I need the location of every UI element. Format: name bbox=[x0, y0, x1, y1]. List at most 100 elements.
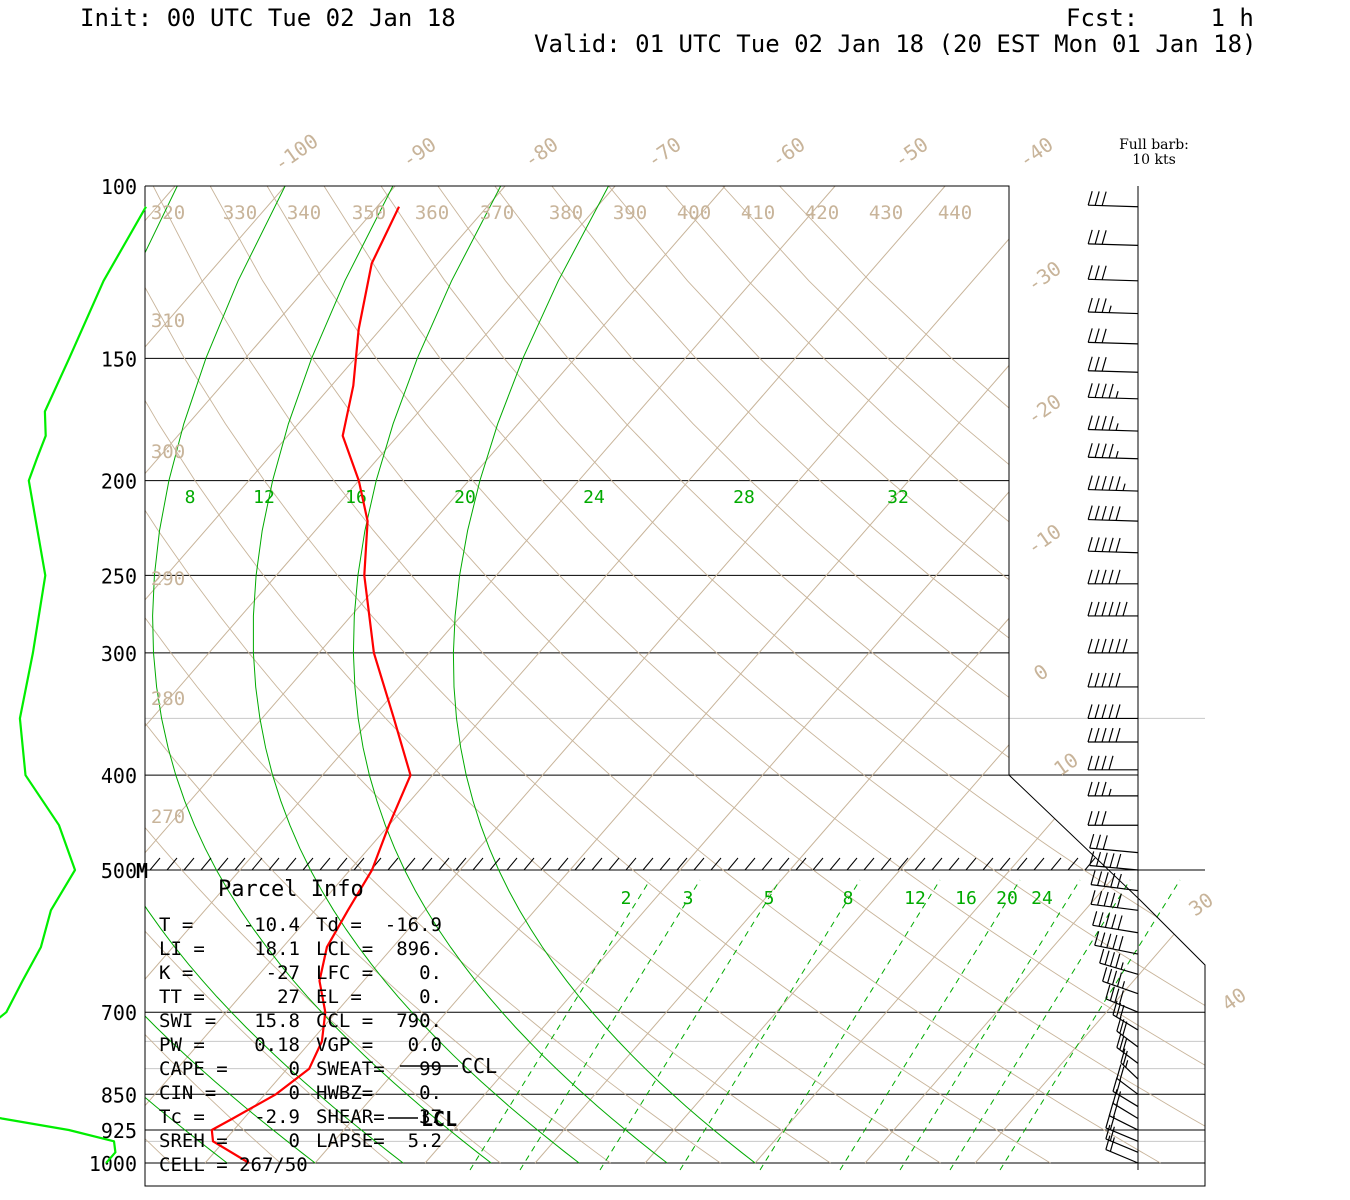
barb-flag bbox=[1087, 704, 1093, 719]
barb-flag bbox=[1101, 672, 1107, 688]
wind-barb bbox=[1090, 870, 1139, 892]
theta-label: 320 bbox=[151, 202, 185, 224]
barb-flag bbox=[1122, 1037, 1128, 1053]
barb-flag bbox=[1087, 672, 1093, 688]
barb-flag bbox=[1112, 934, 1118, 950]
mixing-ratio-label: 32 bbox=[887, 487, 909, 508]
hatch-mark bbox=[336, 857, 348, 871]
parcel-row-value: 5.2 bbox=[408, 1130, 442, 1152]
barb-shaft bbox=[1120, 1062, 1139, 1080]
barb-flag bbox=[1116, 853, 1122, 869]
parcel-row-value: 0. bbox=[419, 1082, 442, 1104]
wind-barb bbox=[1112, 1077, 1139, 1108]
barb-flag bbox=[1108, 704, 1114, 719]
barb-half bbox=[1120, 962, 1124, 970]
hatch-mark bbox=[608, 857, 620, 871]
parcel-row-label: SHEAR= bbox=[316, 1106, 385, 1128]
barb-flag bbox=[1104, 950, 1110, 965]
barb-flag bbox=[1115, 476, 1121, 491]
hatch-mark bbox=[863, 857, 875, 871]
isotherm-line bbox=[534, 186, 1205, 1164]
barb-flag bbox=[1101, 727, 1107, 743]
theta-label: 350 bbox=[352, 202, 386, 224]
valid-time: Valid: 01 UTC Tue 02 Jan 18 (20 EST Mon … bbox=[534, 30, 1257, 58]
isotherm-line bbox=[204, 186, 1056, 1164]
barb-flag bbox=[1116, 1064, 1122, 1079]
barb-flag bbox=[1101, 443, 1107, 458]
wind-barb bbox=[1087, 356, 1139, 373]
hatch-mark bbox=[574, 857, 586, 871]
parcel-row-label: EL = bbox=[316, 986, 362, 1008]
barb-shaft bbox=[1090, 884, 1139, 892]
mixing-ratio-label: 20 bbox=[996, 888, 1018, 909]
barb-shaft bbox=[1090, 903, 1139, 911]
hatch-mark bbox=[591, 857, 603, 871]
barb-flag bbox=[1099, 948, 1105, 964]
isotherm-line bbox=[145, 186, 726, 1164]
barb-legend-line2: 10 kts bbox=[1132, 152, 1176, 168]
barb-flag bbox=[1105, 1135, 1111, 1150]
barb-flag bbox=[1087, 781, 1093, 797]
wind-barb bbox=[1087, 505, 1139, 522]
isotherm-line bbox=[145, 186, 946, 1164]
hatch-mark bbox=[268, 857, 280, 871]
hatch-mark bbox=[404, 857, 416, 871]
wind-barb bbox=[1087, 328, 1139, 345]
barb-flag bbox=[1094, 601, 1100, 617]
barb-legend: Full barb: 10 kts bbox=[1096, 138, 1212, 168]
hatch-mark bbox=[319, 857, 331, 871]
moist-adiabat-line bbox=[145, 186, 404, 1164]
theta-label: 370 bbox=[480, 202, 514, 224]
barb-flag bbox=[1101, 638, 1107, 654]
barb-flag bbox=[1094, 755, 1100, 770]
barb-flag bbox=[1120, 1048, 1126, 1063]
barb-shaft bbox=[1116, 1030, 1139, 1048]
barb-flag bbox=[1108, 601, 1114, 617]
wind-barb bbox=[1087, 443, 1139, 460]
isotherm-line bbox=[145, 186, 286, 1164]
isotherm-label: -60 bbox=[766, 132, 809, 172]
barb-flag bbox=[1090, 890, 1096, 905]
barb-flag bbox=[1109, 1137, 1115, 1152]
pressure-label-150: 150 bbox=[101, 347, 137, 371]
isotherm-line bbox=[644, 186, 1205, 1164]
barb-shaft bbox=[1088, 204, 1139, 208]
barb-flag bbox=[1111, 914, 1117, 929]
isotherm-line bbox=[145, 186, 616, 1164]
theta-label: 400 bbox=[677, 202, 711, 224]
wind-barb bbox=[1116, 1016, 1139, 1048]
parcel-row-value: 37 bbox=[419, 1106, 442, 1128]
parcel-info-title: Parcel Info bbox=[218, 877, 364, 902]
parcel-row-label: Tc = bbox=[159, 1106, 205, 1128]
barb-flag bbox=[1094, 781, 1100, 797]
barb-flag bbox=[1118, 936, 1124, 951]
parcel-row-label: SWI = bbox=[159, 1010, 216, 1032]
wind-barb bbox=[1102, 967, 1139, 995]
barb-flag bbox=[1115, 569, 1121, 584]
mixing-ratio-label: 24 bbox=[583, 487, 605, 508]
hatch-mark bbox=[948, 857, 960, 871]
barb-flag bbox=[1101, 191, 1107, 206]
hatch-mark bbox=[761, 857, 773, 871]
parcel-row-label: CAPE = bbox=[159, 1058, 228, 1080]
parcel-row-value: 0. bbox=[419, 986, 442, 1008]
barb-shaft bbox=[1089, 864, 1139, 871]
hatch-mark bbox=[183, 857, 195, 871]
barb-flag bbox=[1107, 968, 1113, 984]
isotherm-line bbox=[754, 186, 1205, 1164]
barb-shaft bbox=[1105, 1149, 1139, 1164]
wind-barb bbox=[1116, 1033, 1139, 1064]
barb-legend-line1: Full barb: bbox=[1119, 137, 1189, 153]
barb-flag bbox=[1087, 505, 1093, 520]
parcel-row-value: 790. bbox=[396, 1010, 442, 1032]
wind-barb bbox=[1087, 672, 1138, 688]
barb-flag bbox=[1108, 755, 1114, 770]
mark-500: M bbox=[136, 859, 148, 883]
barb-flag bbox=[1087, 229, 1093, 245]
wind-barb bbox=[1087, 781, 1138, 797]
barb-flag bbox=[1115, 638, 1121, 654]
moist-adiabat-line bbox=[152, 186, 492, 1164]
wind-barb bbox=[1105, 1135, 1139, 1164]
dry-adiabat-line bbox=[152, 186, 1161, 1164]
barb-flag bbox=[1087, 265, 1093, 280]
